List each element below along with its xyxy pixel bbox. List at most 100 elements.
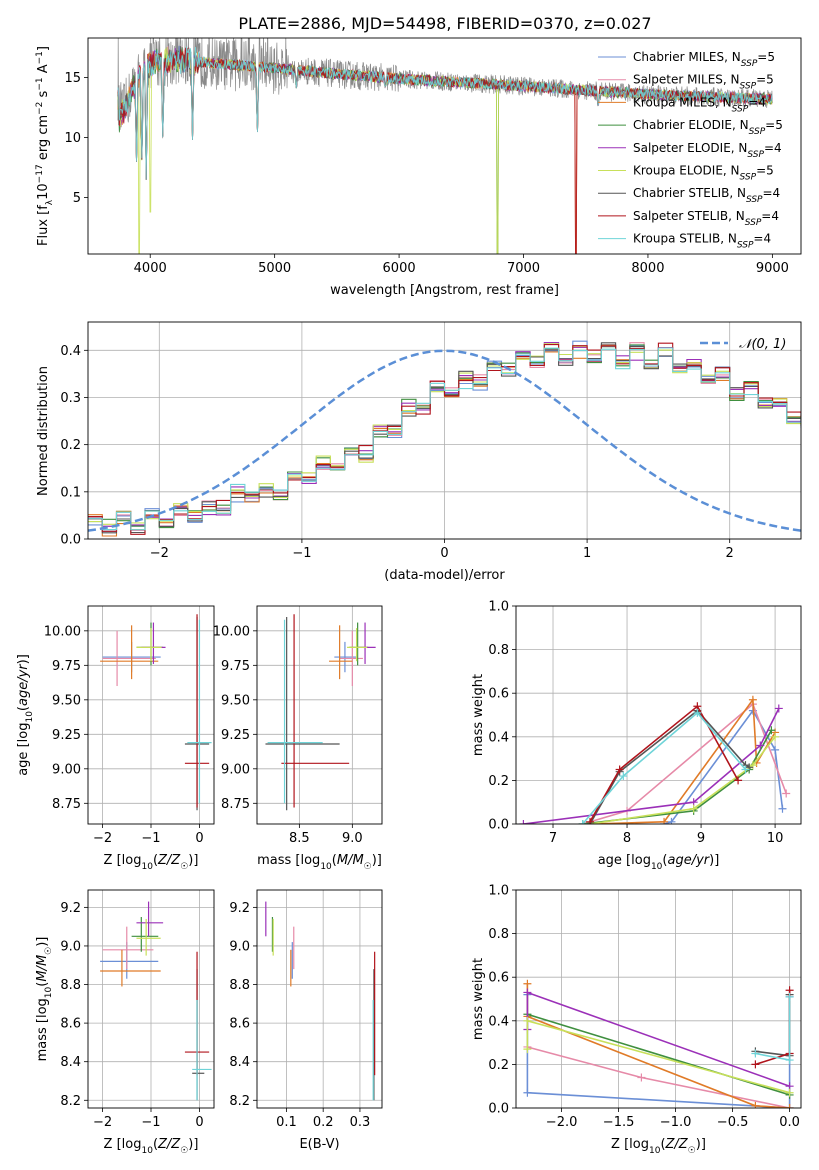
mass-vs-Z-axes: −2 −1 0 8.2 8.4 8.6 8.8 9.0 9.2 — [60, 890, 214, 1130]
y-axis-label-part: 10 — [25, 711, 35, 723]
legend-entry-part: Salpeter ELODIE, N — [633, 141, 747, 155]
spectrum-axes: 4000 5000 6000 7000 8000 9000 5 10 15 — [64, 71, 788, 276]
series-line — [526, 994, 791, 1108]
x-tick-label: 10 — [767, 831, 784, 846]
legend-entry-part: =5 — [756, 73, 774, 87]
series-marker — [523, 988, 532, 997]
y-axis-label: age [log10(age/yr)] — [16, 654, 35, 776]
x-tick-label: 9.0 — [342, 831, 363, 846]
legend-entry: Chabrier ELODIE, NSSP=5 — [633, 118, 783, 137]
y-tick-label: 9.00 — [221, 762, 250, 777]
x-axis-label-part: )] — [696, 1137, 706, 1152]
x-tick-label: −0.5 — [717, 1115, 749, 1130]
series-marker — [578, 820, 587, 824]
y-tick-label: 8.6 — [229, 1017, 250, 1032]
y-tick-label: 10 — [64, 131, 81, 146]
y-tick-label: 0.3 — [60, 391, 81, 406]
histogram-group — [88, 340, 801, 537]
y-tick-label: 9.0 — [60, 939, 81, 954]
y-tick-label: 9.50 — [52, 693, 81, 708]
mass-vs-Z-points — [100, 901, 212, 1101]
series-marker — [734, 776, 743, 785]
x-tick-label: −2.0 — [546, 1115, 578, 1130]
series-marker — [778, 804, 787, 813]
legend-entry-part: =5 — [756, 164, 774, 178]
model-spectrum-line — [117, 46, 773, 180]
y-axis-label-part: age/yr — [16, 663, 31, 706]
y-tick-label: 9.00 — [52, 762, 81, 777]
x-axis-label-part: E(B-V) — [299, 1137, 339, 1152]
legend-entry-part: SSP — [737, 241, 754, 251]
x-axis-label: Z [log10(Z/Z☉)] — [611, 1137, 706, 1156]
age-vs-mass-panel: 8.5 9.0 8.75 9.00 9.25 9.50 9.75 10.00 mass [log… — [213, 605, 383, 872]
mass-vs-EBV-points — [265, 901, 376, 1101]
x-axis-label: (data-model)/error — [384, 568, 505, 583]
mass-weight-vs-age-lines — [519, 695, 791, 824]
legend-entry-part: SSP — [749, 127, 766, 137]
y-tick-label: 9.50 — [221, 693, 250, 708]
figure-title: PLATE=2886, MJD=54498, FIBERID=0370, z=0… — [238, 14, 651, 33]
x-tick-label: 8.5 — [289, 831, 310, 846]
x-axis-label-part: 10 — [141, 862, 153, 872]
age-vs-Z-frame — [87, 605, 215, 825]
y-tick-label: 9.75 — [221, 659, 250, 674]
y-tick-label: 0.2 — [488, 774, 509, 789]
y-axis-label-part: M/M — [35, 955, 50, 982]
series-marker — [774, 704, 783, 713]
age-vs-mass-frame — [256, 605, 383, 825]
y-tick-label: 9.0 — [229, 939, 250, 954]
x-axis-label-part: ☉ — [180, 862, 188, 872]
series-marker — [523, 1045, 532, 1054]
x-axis-label-part: 10 — [141, 1146, 153, 1156]
y-tick-label: 0.6 — [488, 971, 509, 986]
series-line — [581, 711, 747, 824]
x-axis-label-part: ( — [662, 853, 667, 868]
y-axis-label-part: −2 — [35, 102, 45, 115]
y-axis-label-part: 10 — [36, 183, 51, 200]
series-marker — [519, 820, 528, 824]
legend-entry: Salpeter ELODIE, NSSP=4 — [633, 141, 782, 160]
x-tick-label: 2 — [726, 546, 734, 561]
series-marker — [748, 695, 757, 704]
legend-entry-part: =4 — [753, 232, 771, 246]
x-tick-label: 9 — [697, 831, 705, 846]
legend-entry-part: Chabrier ELODIE, N — [633, 118, 749, 132]
x-axis-label-part: )] — [188, 853, 198, 868]
series-marker — [785, 1088, 794, 1097]
y-axis-label-part: erg cm — [36, 115, 51, 164]
series-line — [523, 708, 780, 824]
x-axis-label-part: ☉ — [688, 1146, 696, 1156]
y-axis-label: mass [log10(M/M☉)] — [35, 937, 54, 1062]
x-tick-label: 0.2 — [313, 1115, 334, 1130]
y-axis-label: Normed distribution — [36, 366, 51, 496]
series-marker — [615, 765, 624, 774]
gaussian-curve — [88, 349, 801, 532]
series-line — [589, 705, 739, 823]
y-axis-label-part: )] — [16, 654, 31, 664]
series-marker — [782, 789, 791, 798]
y-axis-label: Flux [fλ10−17 erg cm−2 s−1 A−1] — [35, 46, 55, 246]
y-axis-label-part: ( — [35, 982, 50, 987]
y-axis-label-part: −1 — [35, 51, 45, 64]
histogram-step — [88, 347, 801, 531]
x-tick-label: 4000 — [134, 261, 167, 276]
x-tick-label: 6000 — [383, 261, 416, 276]
spectrum-lines — [117, 38, 773, 254]
y-tick-label: 1.0 — [488, 884, 509, 899]
legend-entry-part: SSP — [741, 59, 758, 69]
x-axis-label-part: )] — [188, 1137, 198, 1152]
residuals-frame — [87, 321, 802, 540]
series-marker — [523, 1016, 532, 1025]
legend-entry-part: =4 — [748, 95, 766, 109]
x-tick-label: −1.5 — [603, 1115, 635, 1130]
y-tick-label: 8.75 — [52, 797, 81, 812]
legend-entry-part: =5 — [757, 50, 775, 64]
y-axis-label-part: −17 — [35, 164, 45, 183]
series-marker — [637, 1073, 646, 1082]
legend-entry: Chabrier STELIB, NSSP=4 — [633, 186, 780, 205]
x-axis-label-part: Z [log — [104, 853, 142, 868]
x-tick-label: 0 — [195, 831, 203, 846]
y-axis-label-part: s — [36, 90, 51, 101]
mass-vs-EBV-frame — [256, 889, 383, 1109]
